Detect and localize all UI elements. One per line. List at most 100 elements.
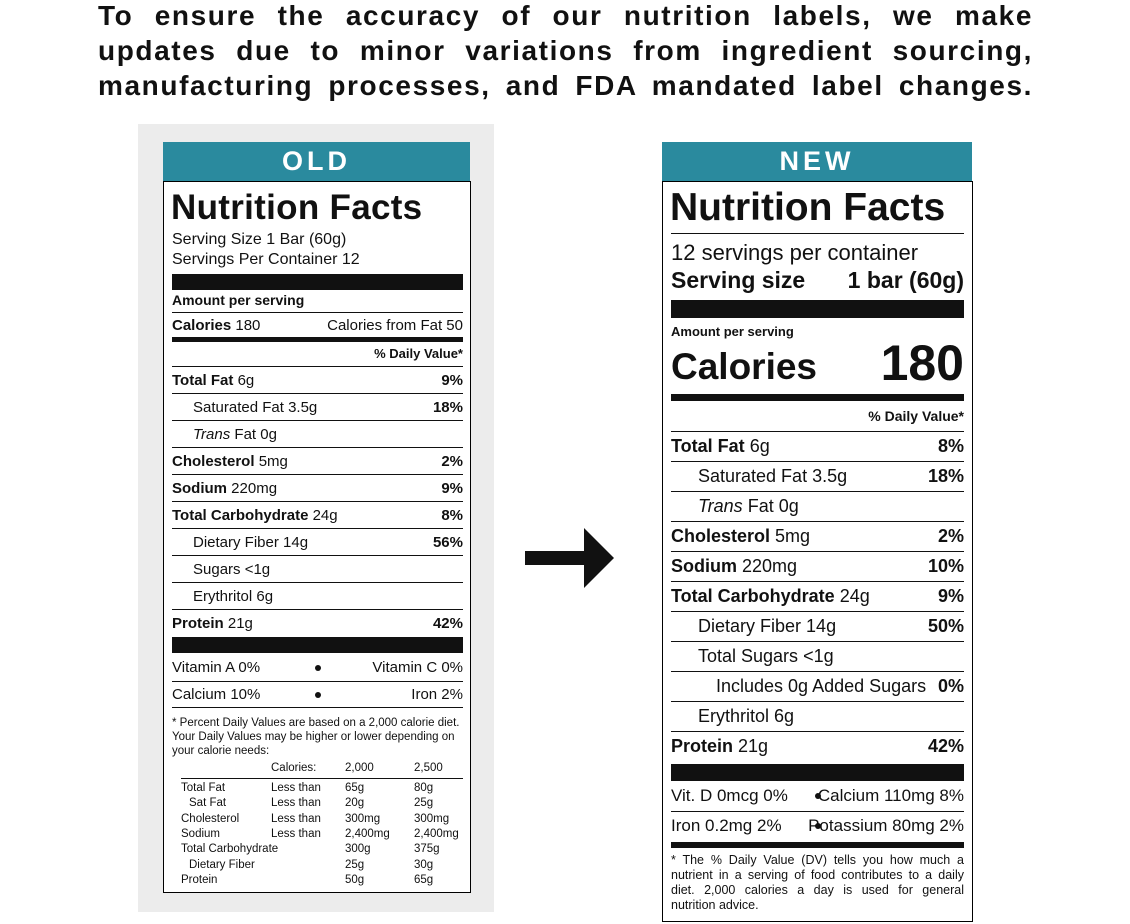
new-calories-label: Calories [671, 346, 818, 387]
nutrient-name: Sugars [193, 560, 241, 578]
new-bar [671, 394, 964, 401]
nutrient-amount: 21g [738, 736, 769, 756]
nutrient-name: Saturated Fat [193, 398, 284, 416]
new-line [671, 233, 964, 234]
table-cell: Protein [181, 873, 218, 886]
new-line [671, 811, 964, 812]
table-cell: 25g [414, 797, 434, 810]
nutrient-name: Dietary Fiber [698, 616, 802, 636]
table-header: 2,500 [414, 762, 443, 774]
table-cell: 300mg [345, 812, 381, 825]
nutrient: Total Fat 6g [172, 372, 254, 389]
nutrient-left: Iron 0.2mg 2% [671, 816, 782, 835]
table-cell: 2,400mg [414, 827, 459, 840]
nutrient: Trans Fat 0g [172, 426, 277, 443]
nutrient-name: Fat [234, 425, 257, 443]
nutrient-row: Dietary Fiber 14g 56% [172, 528, 463, 555]
table-cell: 65g [414, 873, 434, 886]
table-cell: Total Carbohydrate [181, 843, 279, 856]
daily-value: 42% [927, 736, 964, 756]
nutrient: Dietary Fiber 14g [172, 534, 308, 551]
old-bar [172, 637, 463, 653]
table-cell: 80g [414, 782, 434, 794]
new-servings: 12 servings per container [671, 240, 919, 265]
nutrient-amount: 24g [839, 586, 870, 606]
old-label [163, 181, 471, 893]
nutrient-name: Sodium [671, 556, 737, 576]
table-cell: 30g [414, 858, 434, 871]
daily-value: 8% [441, 506, 463, 524]
new-bar [671, 300, 964, 318]
nutrient-right: Vitamin C 0% [372, 659, 463, 676]
daily-value: 0% [937, 676, 964, 696]
bullet [314, 664, 321, 671]
nutrient-row: Sodium 220mg 10% [671, 551, 964, 581]
nutrient: Protein 21g [172, 615, 253, 632]
daily-value: 50% [927, 616, 964, 636]
old-title: Nutrition Facts [171, 188, 423, 227]
nutrient-row: Total Fat 6g 8% [671, 431, 964, 461]
table-cell: 20g [345, 797, 365, 810]
nutrient: Sodium 220mg [671, 556, 797, 577]
old-calories-row: Calories 180 Calories from Fat 50 [172, 312, 463, 338]
new-calories-value: 180 [880, 335, 964, 391]
nutrient-amount: 14g [283, 533, 309, 551]
nutrient-row: Protein 21g 42% [172, 609, 463, 636]
table-cell: Total Fat [181, 782, 226, 794]
nutrient: Total Fat 6g [671, 436, 770, 457]
nutrient-row: Erythritol 6g [172, 582, 463, 609]
daily-value: 9% [441, 371, 463, 389]
table-cell: Dietary Fiber [189, 858, 255, 871]
nutrient-left: Vitamin A 0% [172, 659, 261, 676]
nutrient-amount: 14g [806, 616, 837, 636]
old-calories: Calories 180 [172, 317, 260, 334]
nutrient-row: Saturated Fat 3.5g 18% [671, 461, 964, 491]
nutrient-row: Total Fat 6g 9% [172, 366, 463, 393]
nutrient-name: Fat [747, 496, 774, 516]
nutrient-amount: 0g [778, 496, 799, 516]
nutrient-row: Sugars <1g [172, 555, 463, 582]
nutrient-name: Cholesterol [172, 452, 255, 470]
row-line [172, 681, 463, 682]
new-bar [671, 842, 964, 848]
table-cell: Cholesterol [181, 812, 240, 825]
nutrient: Sugars <1g [172, 561, 270, 578]
nutrient-amount: 220mg [742, 556, 798, 576]
nutrient: Total Carbohydrate 24g [671, 586, 870, 607]
daily-value: 9% [937, 586, 964, 606]
nutrient-row: Total Sugars <1g [671, 641, 964, 671]
nutrient-name: Protein [671, 736, 734, 756]
table-cell: 2,400mg [345, 827, 390, 840]
nutrient-name: Cholesterol [671, 526, 771, 546]
nutrient-amount: 6g [749, 436, 770, 456]
nutrient-amount: 5mg [775, 526, 811, 546]
old-amount-per-serving: Amount per serving [172, 292, 305, 308]
nutrient: Includes 0g Added Sugars [671, 676, 926, 697]
nutrient-name: Total Sugars [698, 646, 799, 666]
old-footnote: * Percent Daily Values are based on a 2,… [172, 717, 460, 757]
header-line: To ensure the accuracy of our nutrition … [98, 0, 1033, 31]
nutrient-row: Cholesterol 5mg 2% [671, 521, 964, 551]
daily-value: 42% [432, 614, 463, 632]
nutrient-name: Total Carbohydrate [671, 586, 835, 606]
nutrient-italic: Trans [698, 496, 743, 516]
header-line: updates due to minor variations from ing… [98, 35, 1033, 66]
nutrient-row: Includes 0g Added Sugars 0% [671, 671, 964, 701]
daily-value: 10% [927, 556, 964, 576]
nutrient-name: Total Fat [671, 436, 745, 456]
nutrient-row: Total Carbohydrate 24g 9% [671, 581, 964, 611]
daily-value: 18% [432, 398, 463, 416]
nutrient-amount: 3.5g [812, 466, 848, 486]
nutrient-name: Erythritol [193, 587, 253, 605]
nutrient-row: Trans Fat 0g [671, 491, 964, 521]
nutrient-amount: 5mg [258, 452, 288, 470]
nutrient-row: Total Carbohydrate 24g 8% [172, 501, 463, 528]
nutrient-right: Calcium 110mg 8% [817, 786, 964, 805]
nutrient-row: Dietary Fiber 14g 50% [671, 611, 964, 641]
old-calories-from-fat: Calories from Fat 50 [327, 317, 463, 334]
daily-value: 18% [927, 466, 964, 486]
old-servings: Servings Per Container 12 [172, 251, 360, 268]
old-bar [172, 337, 463, 342]
nutrient-name: Dietary Fiber [193, 533, 279, 551]
